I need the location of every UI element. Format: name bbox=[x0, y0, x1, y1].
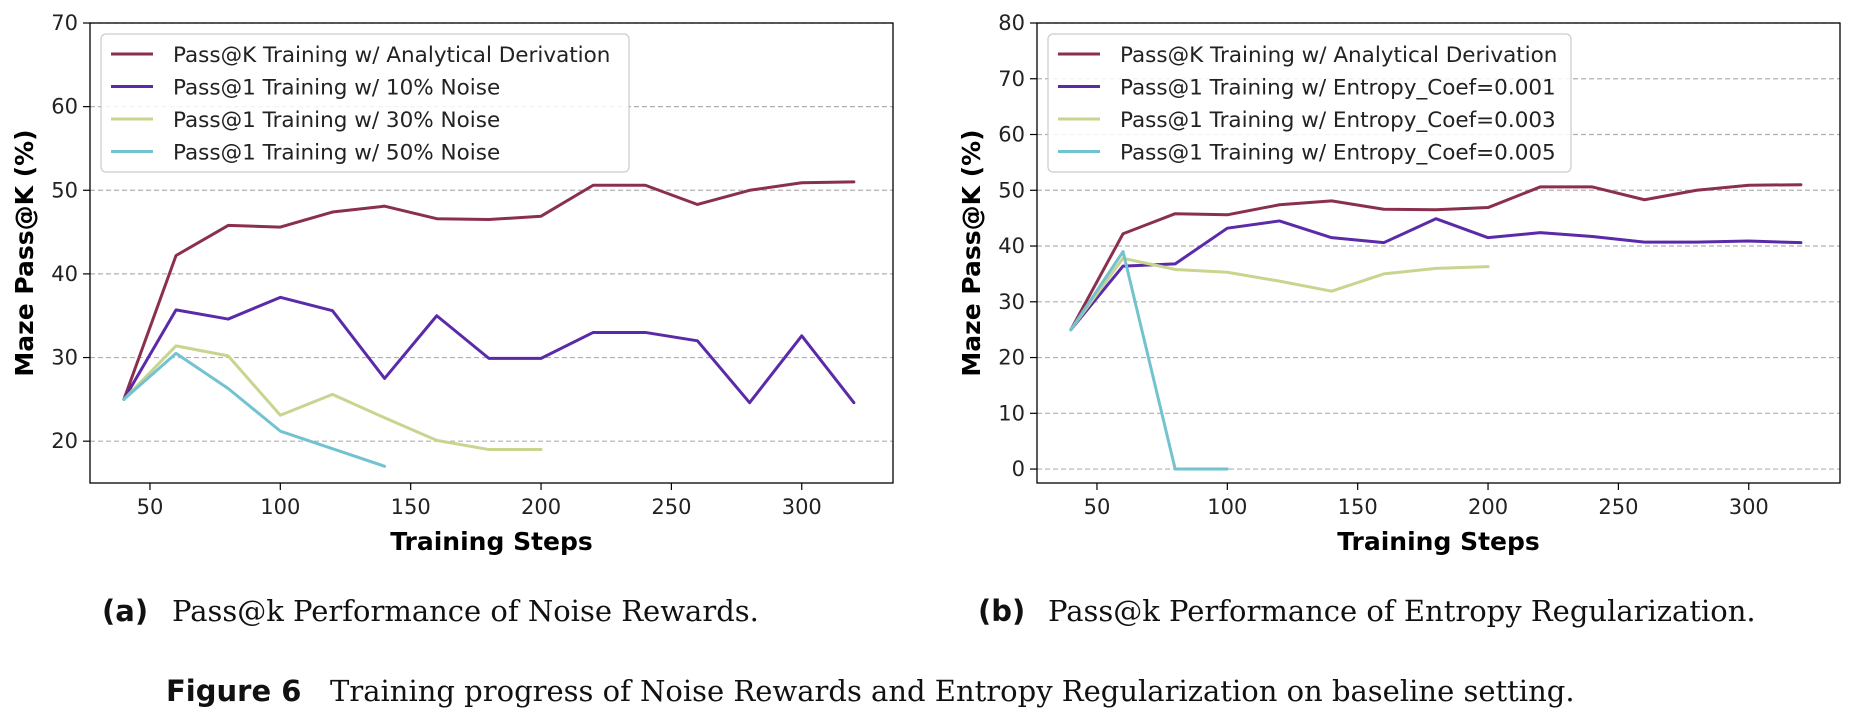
plot-frame bbox=[1036, 22, 1841, 484]
series-line-a-1 bbox=[122, 180, 856, 401]
y-tick-label: 60 bbox=[998, 123, 1025, 147]
caption-a-text: Pass@k Performance of Noise Rewards. bbox=[172, 594, 759, 628]
caption-a-tag: (a) bbox=[102, 594, 148, 628]
legend-frame bbox=[100, 33, 630, 173]
x-tick-label: 200 bbox=[521, 495, 561, 519]
y-tick-label: 70 bbox=[998, 67, 1025, 91]
y-tick-label: 50 bbox=[998, 178, 1025, 202]
y-tick-label: 20 bbox=[998, 346, 1025, 370]
y-tick-label: 60 bbox=[51, 95, 78, 119]
x-tick-label: 300 bbox=[782, 495, 822, 519]
series-line-b-2 bbox=[1069, 217, 1803, 332]
legend-label: Pass@1 Training w/ 10% Noise bbox=[173, 76, 500, 101]
series-line-a-3 bbox=[122, 344, 543, 452]
chart-panel-b: 50 100 150 200 250 300 0 10 20 30 40 50 60 70 80 Traini… bbox=[957, 11, 1841, 556]
legend-label: Pass@1 Training w/ 50% Noise bbox=[173, 141, 500, 166]
legend: Pass@K Training w/ Analytical Derivation… bbox=[100, 33, 630, 173]
y-axis-label: Maze Pass@K (%) bbox=[957, 129, 986, 376]
figure-caption: Training progress of Noise Rewards and E… bbox=[330, 674, 1575, 708]
x-tick-label: 100 bbox=[260, 495, 300, 519]
x-tick-label: 200 bbox=[1468, 495, 1508, 519]
legend-label: Pass@1 Training w/ 30% Noise bbox=[173, 108, 500, 133]
plot-frame bbox=[89, 22, 894, 484]
series-line-b-3 bbox=[1069, 256, 1490, 332]
y-tick-label: 40 bbox=[51, 262, 78, 286]
y-tick-label: 80 bbox=[998, 11, 1025, 35]
legend: Pass@K Training w/ Analytical Derivation… bbox=[1047, 33, 1572, 173]
y-tick-label: 0 bbox=[1012, 457, 1025, 481]
caption-b-tag: (b) bbox=[978, 594, 1025, 628]
legend-label: Pass@K Training w/ Analytical Derivation bbox=[1120, 43, 1557, 68]
y-tick-label: 50 bbox=[51, 178, 78, 202]
legend-frame bbox=[1047, 33, 1572, 173]
x-axis-label: Training Steps bbox=[1337, 527, 1540, 556]
series-line-a-4 bbox=[122, 351, 387, 468]
y-tick-label: 70 bbox=[51, 11, 78, 35]
chart-panel-a: 50 100 150 200 250 300 20 30 40 50 60 70 Training St… bbox=[10, 11, 894, 556]
caption-b-text: Pass@k Performance of Entropy Regulariza… bbox=[1048, 594, 1756, 628]
legend-label: Pass@K Training w/ Analytical Derivation bbox=[173, 43, 610, 68]
legend-label: Pass@1 Training w/ Entropy_Coef=0.001 bbox=[1120, 76, 1556, 101]
legend-label: Pass@1 Training w/ Entropy_Coef=0.003 bbox=[1120, 108, 1556, 133]
y-tick-label: 30 bbox=[998, 290, 1025, 314]
series-line-b-1 bbox=[1069, 183, 1803, 332]
x-axis-label: Training Steps bbox=[390, 527, 593, 556]
x-tick-label: 150 bbox=[391, 495, 431, 519]
x-tick-label: 250 bbox=[651, 495, 691, 519]
x-tick-label: 50 bbox=[1084, 495, 1111, 519]
y-tick-label: 10 bbox=[998, 401, 1025, 425]
x-tick-label: 250 bbox=[1598, 495, 1638, 519]
y-tick-label: 20 bbox=[51, 429, 78, 453]
y-tick-label: 40 bbox=[998, 234, 1025, 258]
x-tick-label: 150 bbox=[1338, 495, 1378, 519]
legend-label: Pass@1 Training w/ Entropy_Coef=0.005 bbox=[1120, 141, 1556, 166]
figure-tag: Figure 6 bbox=[166, 674, 301, 708]
y-tick-label: 30 bbox=[51, 346, 78, 370]
x-tick-label: 300 bbox=[1729, 495, 1769, 519]
x-tick-label: 50 bbox=[137, 495, 164, 519]
x-tick-label: 100 bbox=[1207, 495, 1247, 519]
series-line-a-2 bbox=[122, 295, 856, 405]
series-line-b-4 bbox=[1069, 250, 1229, 471]
y-axis-label: Maze Pass@K (%) bbox=[10, 129, 39, 376]
